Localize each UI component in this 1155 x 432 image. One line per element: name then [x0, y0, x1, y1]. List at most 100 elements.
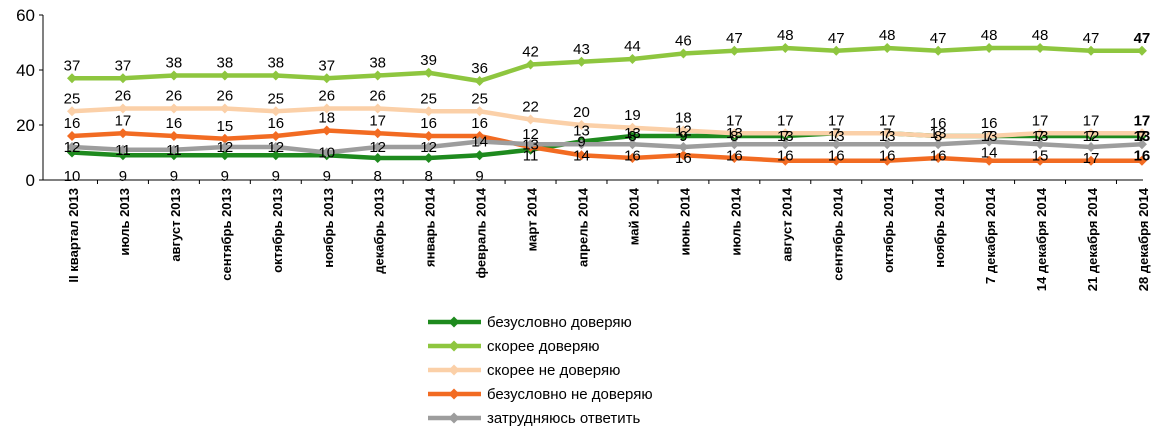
data-point-marker — [627, 54, 638, 64]
data-point-marker — [372, 103, 383, 114]
data-label: 17 — [1083, 150, 1100, 167]
data-label: 7 — [883, 125, 891, 142]
legend-swatch-marker — [448, 340, 460, 352]
data-label: 47 — [828, 30, 845, 47]
legend-item: безусловно доверяю — [428, 314, 632, 331]
x-tick-label: ноябрь 2013 — [321, 188, 336, 268]
data-point-marker — [780, 139, 791, 150]
data-label: 16 — [981, 115, 998, 132]
x-tick-label: август 2013 — [168, 188, 183, 262]
data-point-marker — [474, 106, 485, 117]
data-point-marker — [1086, 45, 1096, 56]
data-label: 7 — [1087, 128, 1095, 145]
data-point-marker — [729, 128, 740, 139]
data-label: 47 — [930, 30, 947, 47]
x-tick-label: 7 декабря 2014 — [983, 187, 998, 284]
series-2 — [67, 43, 1147, 86]
data-point-marker — [372, 153, 383, 163]
data-label: 7 — [1138, 128, 1146, 145]
data-point-marker — [168, 131, 179, 141]
data-label: 36 — [471, 60, 488, 77]
y-tick-label: 60 — [16, 6, 35, 25]
axes: 0 20 40 60 — [16, 6, 1143, 190]
data-point-marker — [270, 106, 281, 117]
data-label: 9 — [119, 168, 127, 185]
data-label: 17 — [1083, 112, 1100, 129]
data-point-marker — [525, 139, 536, 150]
data-label: 8 — [374, 168, 382, 185]
data-label: 37 — [64, 57, 81, 74]
data-point-marker — [219, 70, 230, 81]
data-label: 13 — [1134, 128, 1151, 145]
x-tick-label: 14 декабря 2014 — [1034, 187, 1049, 291]
legend-label: затрудняюсь ответить — [487, 410, 640, 427]
data-point-marker — [576, 150, 587, 161]
series-5 — [67, 136, 1147, 158]
data-label: 19 — [624, 107, 641, 124]
data-label: 38 — [166, 55, 183, 72]
legend-item: затрудняюсь ответить — [428, 410, 640, 427]
x-tick-label: январь 2014 — [423, 187, 438, 267]
data-label: 20 — [573, 104, 590, 121]
data-point-marker — [882, 139, 893, 150]
data-label: 9 — [272, 168, 280, 185]
data-point-marker — [423, 106, 434, 117]
data-label: 25 — [64, 90, 81, 107]
data-label: 26 — [369, 88, 386, 105]
data-point-marker — [219, 103, 230, 114]
data-point-marker — [525, 59, 536, 70]
data-point-marker — [678, 131, 689, 141]
x-tick-label: 28 декабря 2014 — [1136, 187, 1151, 291]
data-point-marker — [1035, 128, 1046, 139]
data-label: 37 — [318, 57, 335, 74]
data-point-marker — [627, 139, 638, 150]
data-label: 44 — [624, 38, 641, 55]
x-tick-label: октябрь 2014 — [881, 187, 896, 273]
data-label: 9 — [170, 168, 178, 185]
data-point-marker — [1136, 128, 1147, 139]
data-label: 12 — [369, 139, 386, 156]
data-point-marker — [882, 155, 893, 166]
legend-label: безусловно доверяю — [487, 314, 632, 331]
x-tick-label: октябрь 2013 — [270, 188, 285, 273]
data-point-marker — [168, 103, 179, 114]
legend-swatch-marker — [448, 388, 460, 400]
x-tick-label: июнь 2014 — [677, 187, 692, 255]
data-point-marker — [67, 73, 77, 84]
data-label: 26 — [217, 88, 234, 105]
data-label: 12 — [420, 139, 437, 156]
x-tick-label: август 2014 — [779, 187, 794, 261]
data-label: 15 — [1032, 147, 1049, 164]
data-point-marker — [67, 106, 77, 117]
data-label: 37 — [115, 57, 132, 74]
x-tick-label: 21 декабря 2014 — [1085, 187, 1100, 291]
x-tick-label: июль 2014 — [728, 187, 743, 255]
data-label: 9 — [679, 128, 687, 145]
data-point-marker — [168, 144, 179, 155]
data-point-marker — [117, 150, 128, 161]
data-point-marker — [270, 131, 281, 141]
series-line — [71, 128, 1142, 163]
data-label: 13 — [930, 125, 947, 142]
data-label: 7 — [1036, 128, 1044, 145]
data-label: 47 — [726, 30, 743, 47]
data-label: 13 — [522, 136, 539, 153]
data-label: 17 — [1032, 112, 1049, 129]
data-point-marker — [831, 139, 842, 150]
data-label: 9 — [221, 168, 229, 185]
data-point-marker — [1035, 155, 1046, 166]
data-label: 38 — [217, 55, 234, 72]
data-label: 16 — [675, 150, 692, 167]
data-label: 48 — [777, 27, 794, 44]
data-label: 13 — [981, 128, 998, 145]
data-point-marker — [219, 133, 230, 144]
data-label: 14 — [471, 134, 488, 151]
data-point-marker — [780, 155, 791, 166]
data-label: 14 — [573, 147, 590, 164]
data-point-marker — [933, 45, 944, 56]
data-point-marker — [474, 150, 485, 161]
data-point-marker — [474, 131, 485, 141]
data-point-marker — [1035, 43, 1046, 53]
series-line — [72, 45, 1142, 84]
data-point-marker — [474, 76, 485, 86]
